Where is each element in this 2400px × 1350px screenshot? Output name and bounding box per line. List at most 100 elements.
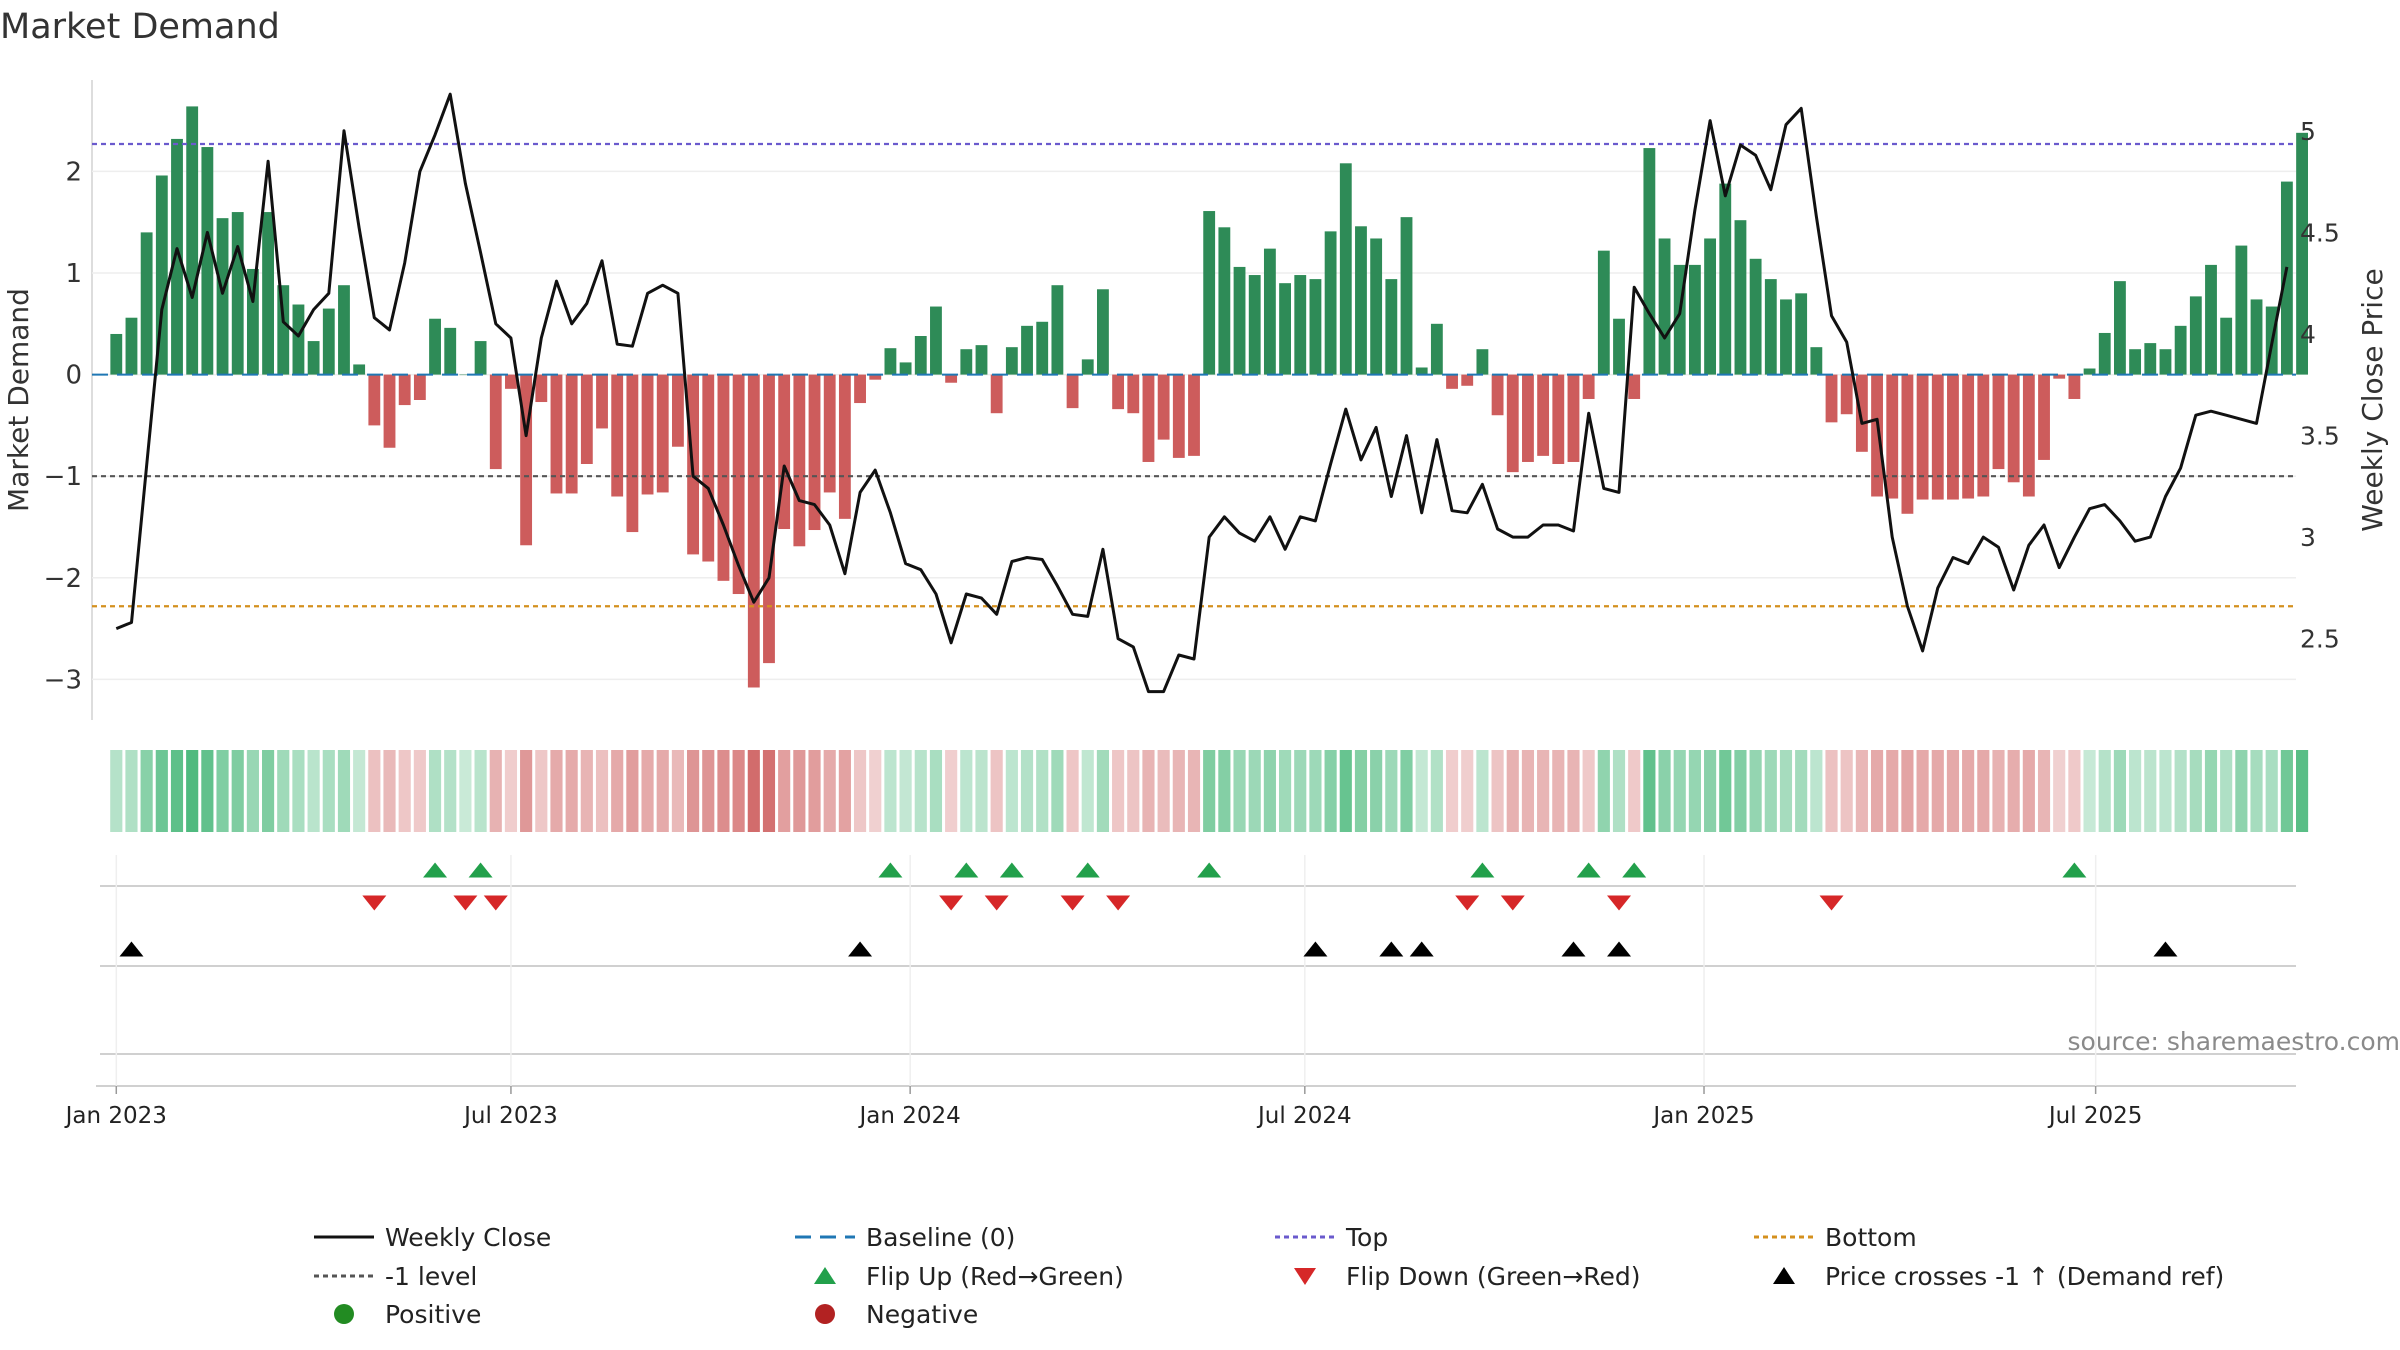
demand-bar	[520, 374, 533, 546]
strip-cell	[611, 750, 624, 832]
strip-cell	[262, 750, 275, 832]
strip-cell	[1506, 750, 1519, 832]
demand-bar	[2250, 299, 2263, 375]
demand-bar	[1658, 238, 1671, 375]
demand-bar	[914, 336, 927, 375]
legend-item: Positive	[334, 1300, 481, 1329]
y2-axis-label: Weekly Close Price	[2356, 268, 2389, 531]
strip-cell	[869, 750, 882, 832]
strip-cell	[1537, 750, 1550, 832]
demand-bar	[990, 374, 1003, 414]
strip-cell	[1294, 750, 1307, 832]
strip-cell	[884, 750, 897, 832]
demand-bar	[1415, 367, 1428, 375]
demand-bar	[201, 147, 214, 375]
strip-cell	[1795, 750, 1808, 832]
strip-cell	[1233, 750, 1246, 832]
strip-cell	[990, 750, 1003, 832]
demand-bar	[444, 327, 457, 375]
demand-bar	[216, 218, 229, 375]
strip-cell	[1324, 750, 1337, 832]
demand-bar	[1597, 250, 1610, 375]
demand-bar	[1704, 238, 1717, 375]
strip-cell	[945, 750, 958, 832]
strip-cell	[1279, 750, 1292, 832]
legend-swatch-circle	[815, 1304, 835, 1324]
strip-cell	[1081, 750, 1094, 832]
demand-bar	[2296, 132, 2308, 375]
demand-bar	[2129, 349, 2142, 375]
strip-cell	[1658, 750, 1671, 832]
flip-up-marker	[423, 862, 448, 878]
y-ticks: −3 −2 −1 0 1 2	[44, 157, 82, 695]
demand-bar	[140, 232, 153, 375]
strip-cell	[1521, 750, 1535, 832]
price-cross-marker	[848, 941, 873, 957]
y-tick-label: 1	[65, 259, 82, 289]
demand-bar	[1931, 374, 1944, 500]
strip-cell	[762, 750, 776, 832]
demand-bar	[1051, 285, 1064, 375]
flip-up-marker	[1075, 862, 1100, 878]
demand-bar	[1764, 279, 1777, 375]
demand-bar	[793, 374, 806, 547]
strip-cell	[368, 750, 381, 832]
strip-cell	[626, 750, 639, 832]
strip-cell	[1142, 750, 1155, 832]
demand-bar	[884, 348, 897, 375]
demand-bar	[2083, 368, 2096, 375]
strip-cell	[2144, 750, 2157, 832]
demand-bar	[2189, 296, 2202, 375]
demand-bar	[1673, 264, 1686, 375]
demand-bar	[854, 374, 866, 404]
flip-down-marker	[984, 895, 1009, 911]
strip-cell	[428, 750, 442, 832]
strip-cell	[1430, 750, 1443, 832]
demand-bar	[1218, 227, 1231, 375]
strip-cell	[1567, 750, 1580, 832]
demand-bar	[1491, 374, 1504, 416]
strip-cell	[778, 750, 791, 832]
strip-cell	[504, 750, 518, 832]
price-cross-marker	[1303, 941, 1328, 957]
legend-label: Flip Up (Red→Green)	[866, 1262, 1124, 1291]
price-line-group	[115, 92, 2289, 694]
strip-cell	[231, 750, 244, 832]
strip-cell	[1916, 750, 1929, 832]
demand-bar	[1112, 374, 1125, 410]
demand-bar	[1263, 248, 1276, 375]
flip-down-marker	[939, 895, 964, 911]
demand-bar	[1506, 374, 1519, 473]
demand-bar	[1840, 374, 1853, 415]
event-markers	[96, 855, 2296, 1087]
strip-cell	[853, 750, 867, 832]
demand-bar	[899, 362, 912, 375]
demand-bar	[1066, 374, 1079, 409]
demand-bar	[1734, 220, 1747, 375]
demand-bar	[960, 349, 973, 375]
strip-cell	[201, 750, 214, 832]
demand-bar	[656, 374, 669, 493]
strip-cell	[1810, 750, 1823, 832]
demand-bar	[717, 374, 730, 581]
demand-bar	[1643, 148, 1656, 375]
strip-cell	[550, 750, 563, 832]
x-ticks: Jan 2023 Jul 2023 Jan 2024 Jul 2024 Jan 2025…	[64, 1086, 2142, 1129]
demand-heat-strip	[110, 750, 2309, 832]
demand-bar	[1355, 226, 1367, 375]
demand-bar	[413, 374, 426, 400]
demand-bar	[1324, 231, 1337, 375]
demand-bar	[702, 374, 715, 562]
strip-cell	[747, 750, 760, 832]
demand-bar	[580, 374, 593, 464]
demand-bar	[535, 374, 548, 403]
legend-item: Flip Up (Red→Green)	[814, 1262, 1124, 1291]
demand-bar	[2038, 374, 2050, 460]
flip-down-marker	[1607, 895, 1632, 911]
strip-cell	[641, 750, 654, 832]
flip-down-marker	[1060, 895, 1085, 911]
x-tick-label: Jan 2024	[857, 1103, 960, 1129]
strip-cell	[1354, 750, 1368, 832]
demand-bar	[489, 374, 502, 470]
demand-bar	[110, 333, 123, 375]
